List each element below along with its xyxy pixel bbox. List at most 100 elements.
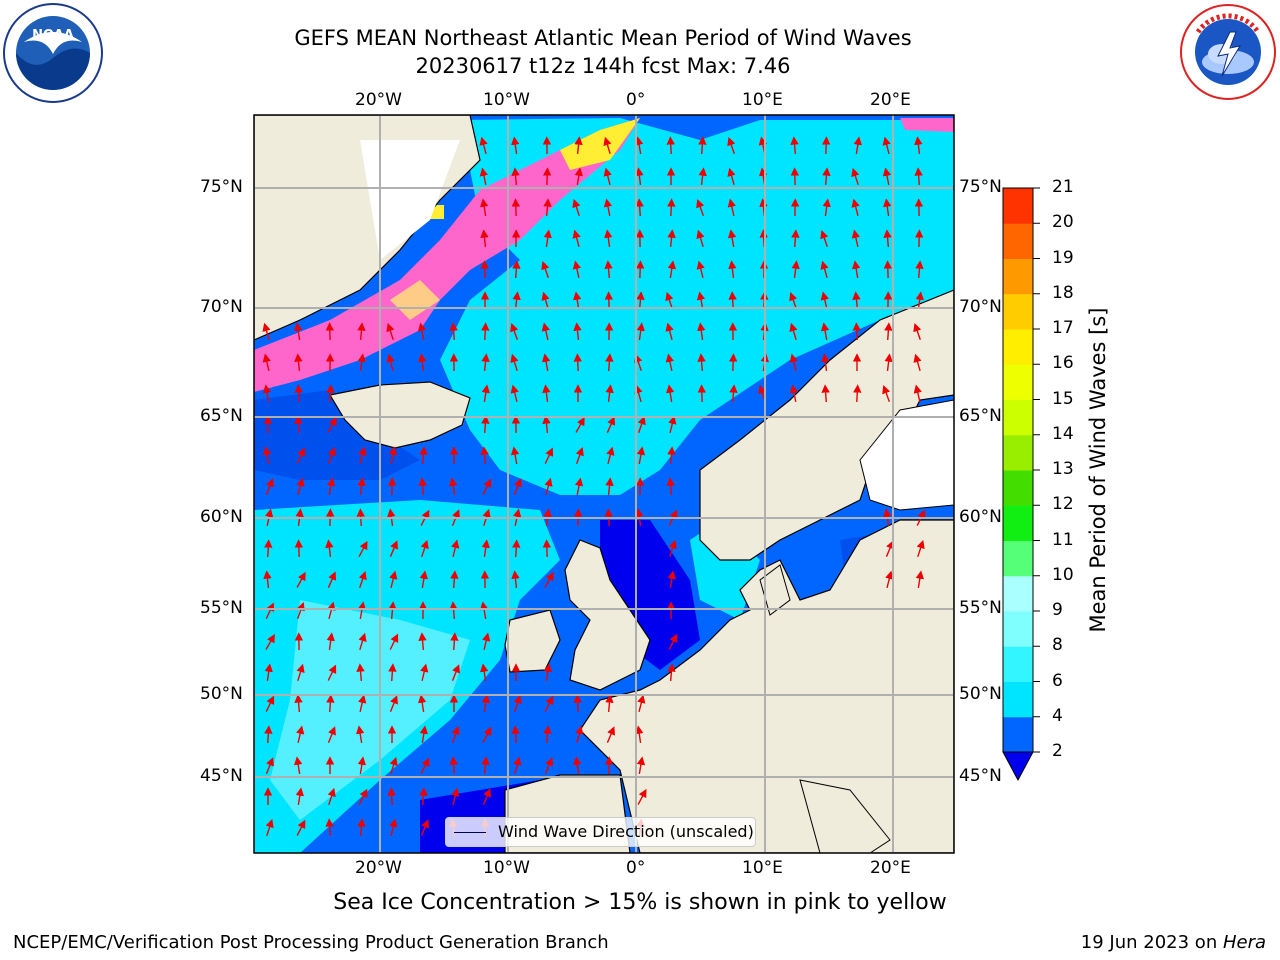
wave-direction-arrow xyxy=(791,229,800,248)
wave-direction-arrow xyxy=(852,322,861,341)
wave-direction-arrow xyxy=(696,260,705,279)
lat-tick-right: 55°N xyxy=(959,598,1002,618)
wave-direction-arrow xyxy=(667,198,676,217)
wave-direction-arrow xyxy=(357,601,367,620)
wave-direction-arrow xyxy=(481,539,490,558)
wave-direction-arrow xyxy=(665,291,674,310)
lat-tick-left: 70°N xyxy=(200,297,243,317)
wave-direction-arrow xyxy=(262,384,272,403)
wave-direction-arrow xyxy=(636,756,646,775)
wave-direction-arrow xyxy=(605,477,614,496)
wave-direction-arrow xyxy=(637,415,646,434)
wave-direction-arrow xyxy=(513,756,522,775)
wave-direction-arrow xyxy=(853,136,862,155)
wave-direction-arrow xyxy=(605,384,614,403)
colorbar-segment xyxy=(1003,434,1033,471)
lat-tick-right: 70°N xyxy=(959,297,1002,317)
wave-direction-arrow xyxy=(512,260,521,279)
scandinavia-europe xyxy=(579,289,954,853)
wave-direction-arrow xyxy=(634,353,643,372)
chart-subtitle: 20230617 t12z 144h fcst Max: 7.46 xyxy=(415,54,791,78)
wave-direction-arrow xyxy=(357,477,366,496)
colorbar-tick-label: 15 xyxy=(1052,388,1074,409)
wave-direction-arrow xyxy=(541,260,550,279)
wave-direction-arrow xyxy=(606,446,615,465)
wave-direction-arrow xyxy=(727,229,737,248)
colorbar xyxy=(1003,187,1040,753)
wave-direction-arrow xyxy=(449,601,458,620)
wave-direction-arrow xyxy=(479,167,488,186)
colorbar-tick-label: 2 xyxy=(1052,741,1063,761)
colorbar-tick-label: 19 xyxy=(1052,247,1074,268)
wave-direction-arrow xyxy=(665,353,674,372)
lat-tick-right: 50°N xyxy=(959,684,1002,704)
wave-direction-arrow xyxy=(573,694,582,713)
wave-direction-arrow xyxy=(606,416,616,433)
wave-direction-arrow xyxy=(883,260,893,279)
wave-direction-arrow xyxy=(883,229,892,248)
colorbar-segment xyxy=(1003,293,1033,330)
wave-direction-arrow xyxy=(296,477,305,496)
wave-direction-arrow xyxy=(482,788,491,805)
wave-direction-arrow xyxy=(572,198,581,217)
wave-direction-arrow xyxy=(511,570,520,589)
wave-direction-arrow xyxy=(666,384,675,403)
wave-direction-arrow xyxy=(697,384,707,403)
wave-direction-arrow xyxy=(636,322,645,341)
wave-direction-arrow xyxy=(822,198,831,217)
wave-direction-arrow xyxy=(820,291,829,310)
wave-direction-arrow xyxy=(389,570,398,589)
wave-direction-arrow xyxy=(820,229,829,248)
lon-tick-bottom: 0° xyxy=(626,858,646,878)
wave-direction-arrow xyxy=(326,694,335,713)
wave-direction-arrow xyxy=(634,136,644,155)
wave-direction-arrow xyxy=(603,136,612,155)
wave-direction-arrow xyxy=(326,384,335,403)
wave-direction-arrow xyxy=(388,446,398,465)
wave-direction-arrow xyxy=(634,384,643,403)
wave-direction-arrow xyxy=(574,477,584,496)
colorbar-tick-label: 12 xyxy=(1052,494,1074,515)
wave-direction-arrow xyxy=(389,633,399,650)
wave-direction-arrow xyxy=(603,167,612,186)
wave-direction-arrow xyxy=(325,322,335,341)
wave-direction-arrow xyxy=(884,322,893,341)
colorbar-segment xyxy=(1003,329,1033,365)
wave-direction-arrow xyxy=(572,229,581,248)
wave-direction-arrow xyxy=(357,353,366,372)
wave-direction-arrow xyxy=(913,384,922,403)
wave-direction-arrow xyxy=(575,416,585,433)
wave-direction-arrow xyxy=(265,602,275,619)
wave-direction-arrow xyxy=(327,726,336,743)
wave-direction-arrow xyxy=(790,167,800,186)
wave-direction-arrow xyxy=(450,570,459,589)
wave-direction-arrow xyxy=(697,353,706,372)
wave-direction-arrow xyxy=(420,539,429,558)
wave-direction-arrow xyxy=(481,322,490,341)
colorbar-segment xyxy=(1003,364,1033,400)
wave-direction-arrow xyxy=(575,447,584,464)
legend-label: Wind Wave Direction (unscaled) xyxy=(498,822,754,841)
wave-direction-arrow xyxy=(667,570,676,589)
wave-direction-arrow xyxy=(262,322,271,341)
land-masses xyxy=(254,115,954,853)
noaa-logo: NOAA xyxy=(3,3,103,103)
wave-direction-arrow xyxy=(449,322,458,341)
italy xyxy=(799,779,891,853)
wave-direction-arrow xyxy=(667,446,676,465)
lon-tick-top: 20°W xyxy=(355,90,402,110)
wave-direction-arrow xyxy=(265,818,274,837)
wave-direction-arrow xyxy=(696,199,705,216)
wave-direction-arrow xyxy=(296,663,305,682)
wave-direction-arrow xyxy=(575,725,584,744)
wave-direction-arrow xyxy=(296,725,305,744)
wave-direction-arrow xyxy=(603,198,613,217)
wave-direction-arrow xyxy=(389,818,398,837)
wave-direction-arrow xyxy=(450,632,459,651)
lon-tick-bottom: 10°W xyxy=(483,858,530,878)
wave-direction-arrow xyxy=(789,384,799,403)
wave-direction-arrow xyxy=(327,787,336,806)
wave-direction-arrow xyxy=(790,136,799,155)
wave-direction-arrow xyxy=(296,447,306,464)
wave-direction-arrow xyxy=(481,415,490,434)
